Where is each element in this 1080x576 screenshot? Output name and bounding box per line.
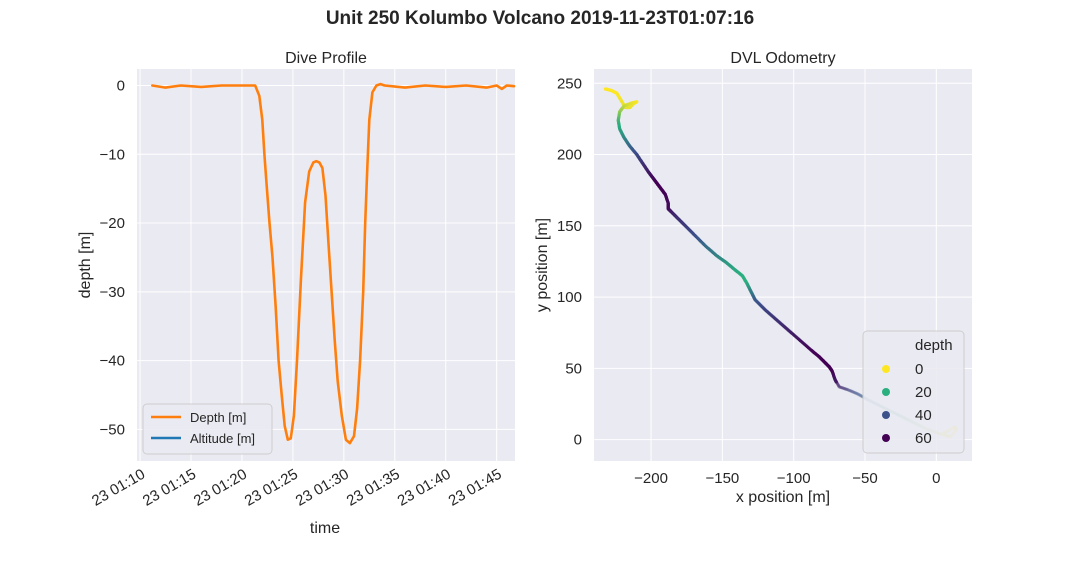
y-tick-label: −30 (100, 284, 125, 301)
legend-title: depth (915, 337, 953, 354)
legend-depth-0-label: 0 (915, 361, 923, 378)
legend-depth-40-label: 40 (915, 407, 932, 424)
track-point (837, 384, 841, 388)
track-point (850, 389, 854, 393)
y-tick-label: 200 (557, 147, 582, 164)
x-tick-label: 23 01:35 (344, 466, 403, 510)
track-point (853, 391, 857, 395)
y-tick-label: −20 (100, 215, 125, 232)
dive-profile-y-ticks: 0 −10 −20 −30 −40 −50 (100, 78, 125, 439)
track-point (845, 387, 849, 391)
track-point (856, 392, 860, 396)
dive-profile-lines (151, 82, 516, 445)
dvl-odometry-legend: depth 0 20 40 60 (862, 330, 965, 454)
dive-profile-plot-area (137, 69, 515, 461)
y-tick-label: 0 (574, 432, 582, 449)
legend-depth-label: Depth [m] (190, 410, 246, 425)
dive-profile-title: Dive Profile (285, 50, 367, 67)
track-point (849, 389, 853, 393)
x-tick-label: −150 (705, 470, 739, 487)
legend-altitude-label: Altitude [m] (190, 431, 255, 446)
track-point (838, 385, 842, 389)
track-point (839, 385, 843, 389)
track-point (841, 386, 845, 390)
dive-profile-x-label: time (310, 520, 340, 537)
x-tick-label: −100 (777, 470, 811, 487)
legend-depth-0-marker (882, 365, 890, 373)
track-point (840, 386, 844, 390)
dvl-odometry-x-ticks: −200 −150 −100 −50 0 (634, 470, 940, 487)
dive-profile-y-label: depth [m] (77, 232, 94, 299)
track-point (852, 390, 856, 394)
track-point (855, 392, 859, 396)
x-tick-label: 0 (932, 470, 940, 487)
dive-profile-legend: Depth [m] Altitude [m] (142, 403, 273, 455)
y-tick-label: 150 (557, 218, 582, 235)
track-point (854, 391, 858, 395)
track-point (836, 383, 841, 388)
legend-box (862, 330, 965, 454)
track-point (847, 388, 851, 392)
y-tick-label: 50 (565, 360, 582, 377)
track-point (851, 390, 855, 394)
x-tick-label: −200 (634, 470, 668, 487)
track-point (834, 380, 838, 384)
legend-depth-60-label: 60 (915, 430, 932, 447)
y-tick-label: 100 (557, 289, 582, 306)
series-line-0 (151, 82, 516, 445)
dvl-odometry-title: DVL Odometry (730, 50, 835, 67)
y-tick-label: 250 (557, 75, 582, 92)
track-point (835, 381, 839, 385)
x-tick-label: 23 01:40 (395, 466, 454, 510)
track-point (837, 385, 841, 389)
track-point (858, 393, 862, 397)
dvl-odometry-y-label: y position [m] (534, 218, 551, 312)
track-point (859, 394, 863, 398)
dvl-odometry-x-label: x position [m] (736, 489, 830, 506)
legend-depth-20-marker (882, 388, 890, 396)
y-tick-label: −50 (100, 421, 125, 438)
track-point (836, 383, 840, 387)
dive-profile-grid (137, 69, 515, 461)
track-point (848, 389, 852, 393)
track-point (846, 388, 850, 392)
y-tick-label: −40 (100, 353, 125, 370)
x-tick-label: 23 01:25 (242, 466, 301, 510)
track-point (843, 387, 847, 391)
legend-depth-60-marker (882, 434, 890, 442)
x-tick-label: 23 01:30 (293, 466, 352, 510)
legend-depth-40-marker (882, 411, 890, 419)
track-point (857, 393, 861, 397)
track-point (836, 382, 840, 386)
y-tick-label: −10 (100, 146, 125, 163)
figure-title: Unit 250 Kolumbo Volcano 2019-11-23T01:0… (325, 8, 755, 29)
x-tick-label: 23 01:10 (89, 466, 148, 510)
dvl-odometry-y-ticks: 0 50 100 150 200 250 (557, 75, 582, 448)
track-point (835, 381, 839, 385)
legend-depth-20-label: 20 (915, 384, 932, 401)
track-point (844, 387, 848, 391)
dvl-odometry-track (603, 87, 958, 439)
x-tick-label: 23 01:15 (140, 466, 199, 510)
y-tick-label: 0 (117, 78, 125, 95)
track-point (842, 386, 846, 390)
x-tick-label: 23 01:20 (191, 466, 250, 510)
x-tick-label: −50 (852, 470, 877, 487)
x-tick-label: 23 01:45 (446, 466, 505, 510)
track-point (842, 387, 847, 391)
